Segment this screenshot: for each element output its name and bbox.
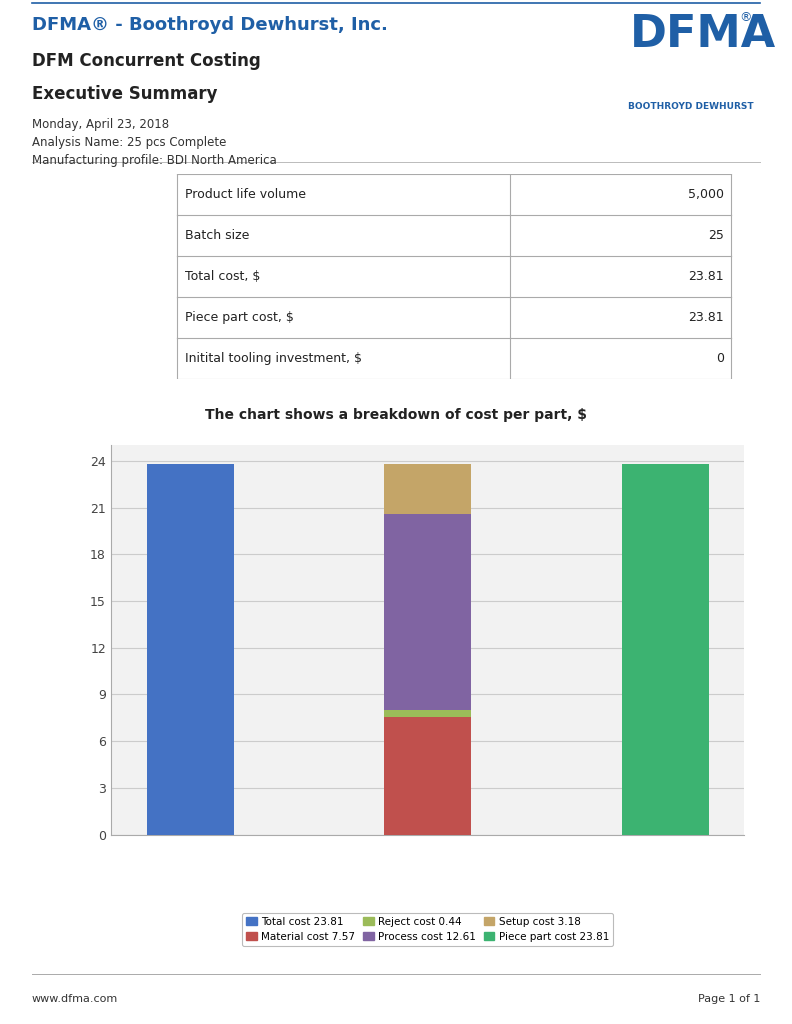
Text: Piece part cost, $: Piece part cost, $ [185,311,294,324]
Bar [384,717,471,835]
Text: Batch size: Batch size [185,229,249,242]
Text: 23.81: 23.81 [688,270,724,283]
Text: Manufacturing profile: BDI North America: Manufacturing profile: BDI North America [32,154,276,167]
Text: 0: 0 [716,352,724,365]
Bar [384,710,471,717]
Bar [622,464,709,835]
Legend: Total cost 23.81, Material cost 7.57, Reject cost 0.44, Process cost 12.61, Setu: Total cost 23.81, Material cost 7.57, Re… [242,912,613,946]
Text: www.dfma.com: www.dfma.com [32,993,118,1004]
Text: BOOTHROYD DEWHURST: BOOTHROYD DEWHURST [628,101,754,111]
Text: Total cost, $: Total cost, $ [185,270,260,283]
Text: DFM Concurrent Costing: DFM Concurrent Costing [32,52,261,71]
Text: Executive Summary: Executive Summary [32,85,217,103]
Text: DFMA® - Boothroyd Dewhurst, Inc.: DFMA® - Boothroyd Dewhurst, Inc. [32,16,387,35]
Text: 23.81: 23.81 [688,311,724,324]
Text: DFMA: DFMA [630,13,776,56]
Text: Initital tooling investment, $: Initital tooling investment, $ [185,352,362,365]
Text: Analysis Name: 25 pcs Complete: Analysis Name: 25 pcs Complete [32,136,226,148]
Text: 5,000: 5,000 [688,188,724,201]
Text: The chart shows a breakdown of cost per part, $: The chart shows a breakdown of cost per … [205,408,587,422]
Text: ®: ® [739,11,752,25]
Text: Monday, April 23, 2018: Monday, April 23, 2018 [32,118,169,131]
Text: Product life volume: Product life volume [185,188,306,201]
Bar [384,464,471,514]
Text: 25: 25 [708,229,724,242]
Bar [147,464,234,835]
Bar [384,514,471,710]
Text: Page 1 of 1: Page 1 of 1 [698,993,760,1004]
